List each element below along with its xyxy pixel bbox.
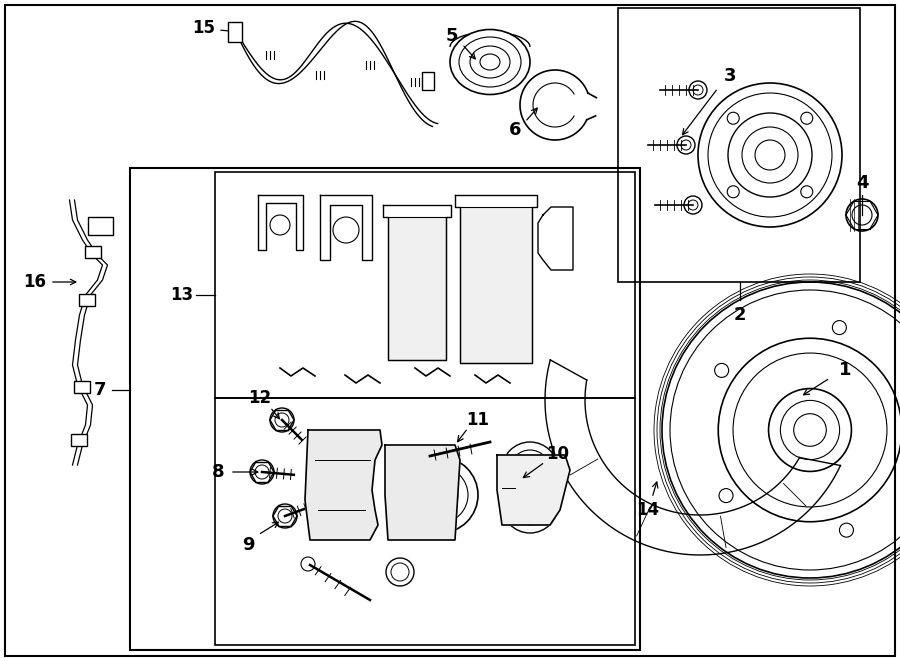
- Bar: [228, 22, 242, 42]
- Circle shape: [422, 450, 434, 462]
- Bar: [215, 172, 635, 398]
- Circle shape: [502, 442, 558, 498]
- Circle shape: [402, 457, 478, 533]
- Text: 11: 11: [466, 411, 490, 429]
- Text: 5: 5: [446, 27, 458, 45]
- Polygon shape: [538, 207, 573, 270]
- Polygon shape: [305, 430, 382, 540]
- Text: 16: 16: [23, 273, 47, 291]
- Circle shape: [502, 477, 558, 533]
- Text: 8: 8: [212, 463, 224, 481]
- Text: 15: 15: [193, 19, 215, 37]
- Bar: [618, 8, 860, 282]
- Bar: [388, 217, 446, 360]
- Bar: [88, 217, 113, 235]
- Text: 14: 14: [636, 501, 660, 519]
- Circle shape: [229, 24, 241, 36]
- Bar: [130, 168, 640, 650]
- Text: 10: 10: [546, 445, 570, 463]
- Polygon shape: [258, 195, 303, 250]
- Bar: [85, 246, 101, 258]
- Circle shape: [801, 186, 813, 198]
- Polygon shape: [455, 195, 537, 363]
- Polygon shape: [497, 455, 570, 525]
- Circle shape: [801, 112, 813, 124]
- Circle shape: [727, 186, 739, 198]
- Text: 3: 3: [724, 67, 736, 85]
- Polygon shape: [320, 195, 372, 260]
- Text: 1: 1: [839, 361, 851, 379]
- Bar: [71, 434, 87, 446]
- Text: 13: 13: [170, 286, 194, 304]
- Text: 4: 4: [856, 174, 868, 192]
- Bar: [79, 294, 95, 306]
- Ellipse shape: [450, 30, 530, 95]
- Text: 12: 12: [248, 389, 272, 407]
- Text: 7: 7: [94, 381, 106, 399]
- Bar: [215, 398, 635, 645]
- Text: 6: 6: [508, 121, 521, 139]
- Circle shape: [727, 112, 739, 124]
- Bar: [74, 381, 90, 393]
- Bar: [422, 72, 434, 90]
- Circle shape: [301, 557, 315, 571]
- Text: 2: 2: [734, 306, 746, 324]
- Bar: [460, 207, 532, 363]
- Polygon shape: [383, 205, 451, 360]
- Circle shape: [386, 558, 414, 586]
- Text: 9: 9: [242, 536, 254, 554]
- Polygon shape: [385, 445, 460, 540]
